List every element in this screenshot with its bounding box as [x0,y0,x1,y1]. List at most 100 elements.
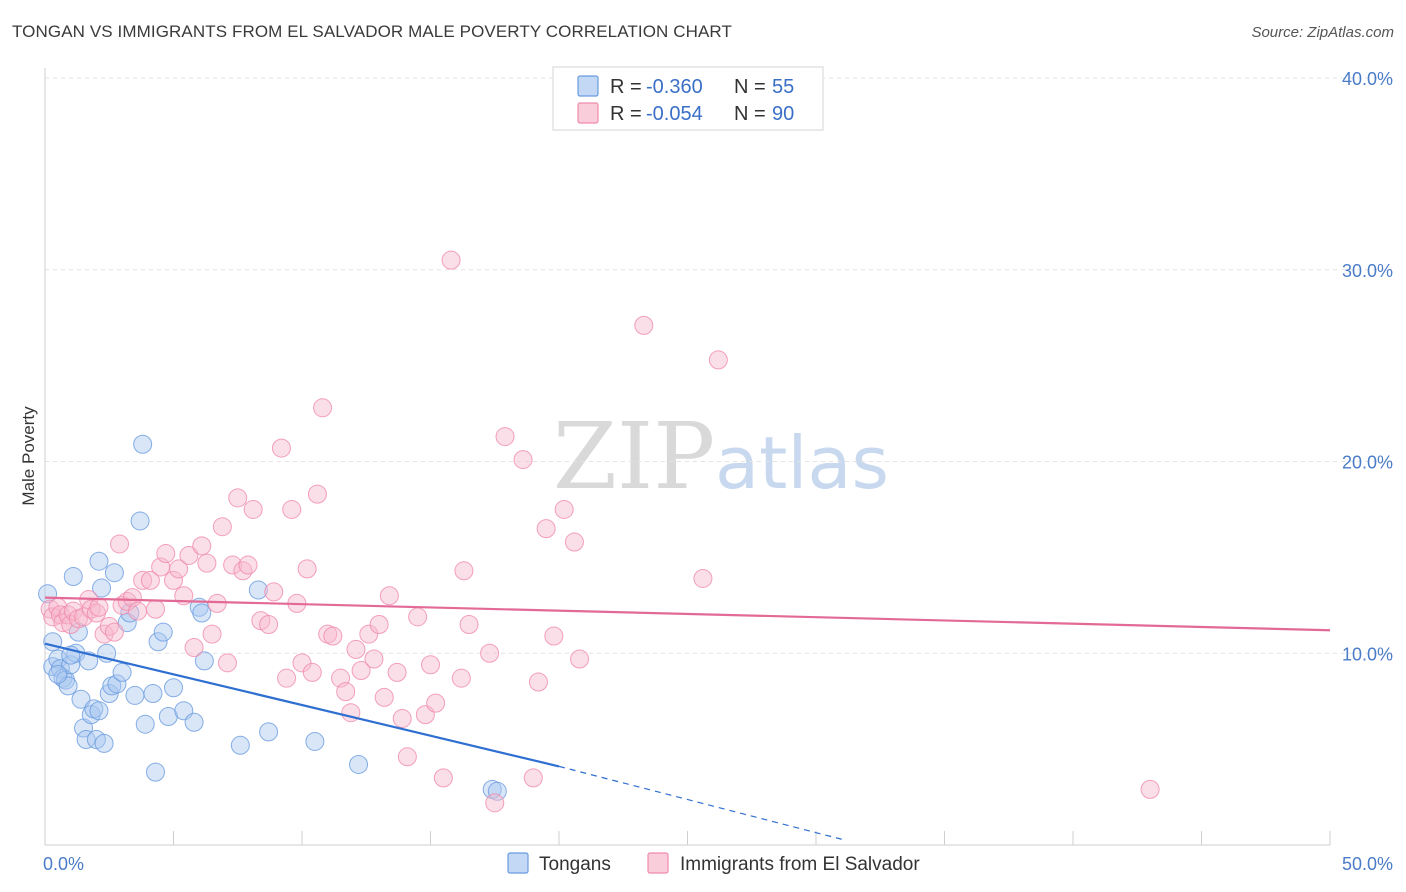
point-el-salvador [164,570,183,590]
point-tongans [192,603,212,623]
point-tongans [112,662,132,682]
legend-r-value: -0.054 [646,103,703,125]
point-el-salvador [259,614,279,634]
x-tick-label: 0.0% [43,854,84,874]
point-el-salvador [554,499,574,519]
point-tongans [99,684,119,704]
point-el-salvador [387,662,407,682]
legend-r-label: R = [610,103,642,125]
point-el-salvador [513,450,533,470]
point-el-salvador [1140,779,1160,799]
point-tongans [349,754,369,774]
point-tongans [164,678,183,698]
point-el-salvador [336,682,356,702]
point-el-salvador [233,561,253,581]
point-el-salvador [426,693,446,713]
y-tick-label: 20.0% [1342,453,1393,473]
point-el-salvador [441,250,461,270]
point-tongans [61,655,81,675]
point-el-salvador [140,570,160,590]
legend-r-label: R = [610,76,642,98]
legend-top: R = -0.360 N = 55 R = -0.054 N = 90 [552,66,824,131]
point-el-salvador [379,586,399,606]
point-tongans [63,567,83,587]
legend-swatch-tongans [577,75,599,97]
point-el-salvador [192,536,212,556]
point-el-salvador [271,438,291,458]
point-el-salvador [179,545,199,565]
point-el-salvador [128,601,148,621]
source-label: Source: ZipAtlas.com [1251,24,1394,41]
point-tongans [143,684,163,704]
point-tongans [94,733,114,753]
point-el-salvador [523,768,543,788]
point-el-salvador [421,655,440,675]
y-axis-title: Male Poverty [19,406,38,506]
point-tongans [68,622,88,642]
axes: 10.0% 20.0% 30.0% 40.0% 0.0% 50.0% [43,68,1393,874]
point-tongans [133,434,153,454]
point-el-salvador [708,350,728,370]
point-el-salvador [433,768,453,788]
trend-line-tongans [44,642,560,768]
point-el-salvador [297,559,317,579]
point-tongans [130,511,150,531]
point-el-salvador [202,624,222,644]
point-el-salvador [292,653,312,673]
point-tongans [92,578,112,598]
point-tongans [135,714,155,734]
point-el-salvador [528,672,548,692]
point-tongans [230,735,250,755]
point-el-salvador [451,668,471,688]
point-el-salvador [89,597,109,617]
point-el-salvador [359,624,379,644]
point-tongans [71,689,91,709]
point-el-salvador [50,605,70,625]
legend-bottom-label-tongans: Tongans [539,854,611,875]
point-tongans [248,580,268,600]
point-tongans [153,622,173,642]
point-el-salvador [146,599,166,619]
trend-lines [44,596,1331,840]
point-el-salvador [634,315,654,335]
point-el-salvador [313,398,333,418]
point-el-salvador [544,626,564,646]
point-el-salvador [133,570,153,590]
point-el-salvador [570,649,590,669]
point-el-salvador [459,614,479,634]
point-el-salvador [282,499,302,519]
point-el-salvador [495,427,515,447]
point-el-salvador [223,555,243,575]
point-tongans [89,701,109,721]
point-el-salvador [228,488,248,508]
legend-swatch-el-salvador [577,102,599,124]
y-tick-label: 10.0% [1342,644,1393,664]
point-el-salvador [454,561,474,581]
point-el-salvador [307,484,327,504]
point-el-salvador [392,708,412,728]
point-el-salvador [81,599,101,619]
data-points [38,250,1160,813]
x-tick-label: 50.0% [1342,854,1393,874]
point-tongans [184,712,204,732]
point-el-salvador [302,662,322,682]
legend-bottom: Tongans Immigrants from El Salvador [507,852,920,875]
point-el-salvador [156,544,176,564]
point-el-salvador [264,582,284,602]
chart-title: TONGAN VS IMMIGRANTS FROM EL SALVADOR MA… [12,22,732,41]
point-el-salvador [536,519,556,539]
point-el-salvador [104,622,124,642]
point-el-salvador [480,643,500,663]
point-el-salvador [346,639,366,659]
watermark-zip: ZIP [553,403,715,510]
legend-bottom-swatch-tongans [507,852,529,874]
point-el-salvador [238,555,258,575]
point-el-salvador [99,616,119,636]
legend-bottom-label-el-salvador: Immigrants from El Salvador [680,854,920,875]
point-tongans [194,651,214,671]
point-el-salvador [351,661,371,681]
point-tongans [104,563,124,583]
point-tongans [79,651,99,671]
watermark-atlas: atlas [715,421,889,505]
